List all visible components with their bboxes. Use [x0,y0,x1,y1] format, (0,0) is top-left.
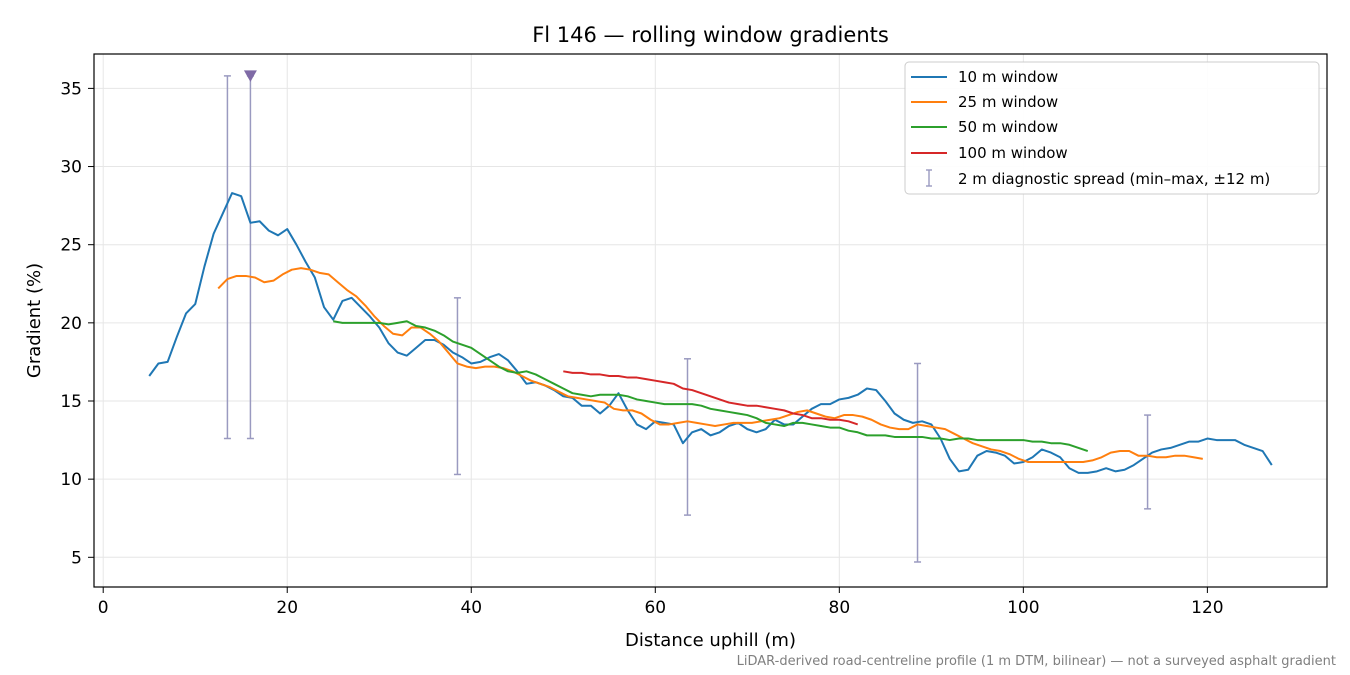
x-tick-label: 120 [1191,598,1223,618]
x-tick-label: 20 [276,598,298,618]
legend-label-50m: 50 m window [958,118,1058,136]
y-tick-label: 35 [60,79,82,99]
plot-frame [93,53,1328,588]
x-tick-label: 80 [829,598,851,618]
legend-label-100m: 100 m window [958,144,1068,162]
grid-lines [94,54,1327,587]
series-line-50 [333,320,1089,452]
series-line-10 [148,192,1273,474]
error-bar [914,362,922,563]
footnote: LiDAR-derived road-centreline profile (1… [737,654,1336,669]
y-tick-label: 20 [60,314,82,334]
error-bar [223,75,231,440]
x-tick-label: 40 [460,598,482,618]
y-tick-label: 5 [71,548,82,568]
x-axis-label: Distance uphill (m) [625,630,796,651]
error-bar [1144,414,1152,510]
series-lines [148,192,1273,474]
y-tick-label: 30 [60,158,82,178]
y-tick-label: 15 [60,392,82,412]
x-tick-label: 60 [644,598,666,618]
legend: 10 m window 25 m window 50 m window 100 … [904,61,1320,195]
error-bar [453,297,461,476]
legend-box [904,61,1320,195]
y-axis-ticks: 5 10 15 20 25 30 35 [60,79,94,568]
x-tick-label: 0 [98,598,109,618]
legend-label-errorbar: 2 m diagnostic spread (min–max, ±12 m) [958,170,1270,188]
legend-label-25m: 25 m window [958,93,1058,111]
legend-swatch-errorbar [926,169,932,187]
peak-marker [243,70,257,82]
peak-marker-group [243,70,257,82]
x-tick-label: 100 [1007,598,1039,618]
series-line-25 [217,267,1203,463]
chart-title: Fl 146 — rolling window gradients [532,23,889,47]
series-line-100 [563,370,859,426]
y-tick-label: 10 [60,470,82,490]
x-axis-ticks: 0 20 40 60 80 100 120 [98,587,1224,618]
legend-label-10m: 10 m window [958,68,1058,86]
y-axis-label: Gradient (%) [24,263,45,378]
y-tick-label: 25 [60,236,82,256]
